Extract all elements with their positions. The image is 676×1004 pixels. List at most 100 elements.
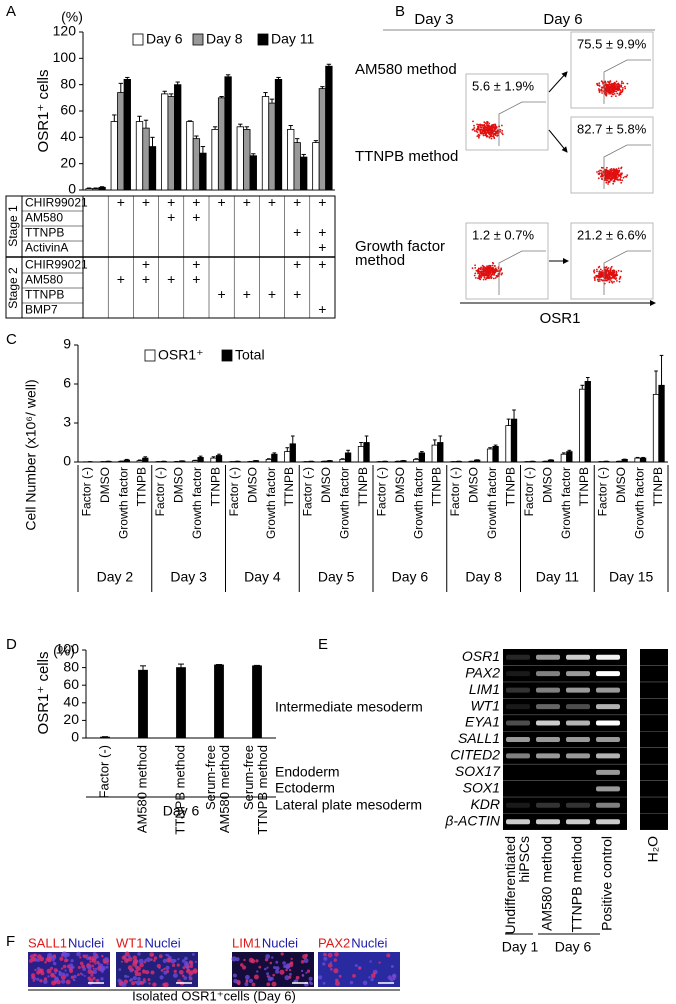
nucleus: [70, 959, 74, 963]
cell-event: [609, 168, 612, 171]
error-bar: [359, 442, 363, 447]
cell-event: [472, 128, 475, 131]
cell-event: [486, 135, 489, 137]
cell-event: [624, 85, 626, 88]
cell-event: [606, 171, 608, 174]
nucleus: [280, 952, 284, 956]
nucleus: [290, 957, 293, 961]
cell-event: [477, 129, 480, 131]
gel-band: [506, 671, 530, 677]
gel-band: [566, 671, 590, 677]
cell-event: [478, 136, 480, 139]
lane-label: AM580 method: [539, 836, 555, 931]
cell-event: [607, 270, 610, 273]
bar: [191, 460, 199, 463]
error-bar: [641, 456, 645, 459]
cell-event: [600, 278, 603, 281]
nucleus: [73, 979, 76, 982]
gel-band: [506, 802, 530, 808]
panel-letter: D: [6, 636, 17, 653]
cell-event: [473, 127, 476, 129]
x-tick-label: Factor (-): [301, 467, 315, 516]
nucleus: [242, 965, 247, 970]
nucleus: [132, 976, 137, 981]
cell-event: [492, 125, 495, 128]
error-bar: [562, 452, 566, 455]
stain-label: LIM1: [232, 935, 261, 950]
cell-event: [482, 266, 485, 269]
nucleus: [59, 956, 64, 961]
cell-event: [607, 91, 609, 93]
cell-event: [485, 126, 488, 129]
x-tick-label: Growth factor: [190, 467, 204, 539]
nucleus: [327, 952, 333, 958]
bar: [474, 459, 481, 463]
gel-band: [536, 720, 560, 726]
cell-event: [596, 278, 599, 281]
gate-percentage: 1.2 ± 0.7%: [472, 227, 535, 242]
cell-event: [477, 133, 480, 136]
nucleus: [245, 980, 249, 983]
gel-band: [596, 819, 620, 825]
stain-label: PAX2: [318, 935, 350, 950]
nucleus: [130, 978, 134, 981]
nucleus: [145, 970, 150, 975]
bar: [634, 457, 641, 463]
cell-event: [493, 123, 495, 126]
x-tick-label: Factor (-): [374, 467, 388, 516]
gel-band: [506, 819, 530, 825]
nucleus: [61, 972, 66, 976]
lane-label: TTNPB method: [569, 836, 585, 932]
error-bar: [125, 76, 130, 80]
nucleus: [300, 969, 304, 973]
nucleus: [233, 978, 238, 984]
row-label: BMP7: [25, 303, 58, 317]
cell-event: [477, 267, 480, 270]
plot-frame: [570, 31, 654, 109]
nucleus: [127, 957, 133, 962]
cell-event: [501, 133, 504, 136]
marker-group: Endoderm: [275, 764, 340, 780]
nucleus: [82, 954, 86, 958]
cell-event: [481, 273, 484, 275]
nucleus: [92, 976, 96, 981]
day-label: Day 6: [555, 939, 592, 955]
bar: [199, 152, 207, 191]
error-bar: [211, 456, 216, 459]
group-label: Day 6: [163, 803, 200, 819]
gel-band: [596, 704, 620, 710]
nucleus: [61, 979, 66, 984]
error-bar: [194, 135, 199, 139]
nucleus: [99, 966, 105, 973]
nucleus: [91, 964, 94, 968]
y-tick-label: 0: [63, 453, 71, 469]
nucleus: [352, 974, 356, 978]
nucleus: [46, 968, 52, 974]
cell-event: [611, 272, 614, 275]
cell-event: [598, 272, 600, 275]
bar: [176, 667, 186, 739]
bar: [560, 453, 567, 463]
table-cell: +: [243, 194, 251, 210]
nucleus: [142, 969, 146, 974]
nucleus: [88, 956, 93, 961]
stage-label: Stage 2: [6, 267, 20, 309]
nucleus: [121, 982, 127, 988]
bar: [492, 445, 499, 463]
cell-event: [610, 169, 613, 172]
cell-event: [487, 271, 490, 274]
nucleus: [79, 972, 83, 975]
x-tick-label: DMSO: [98, 467, 112, 503]
gel-band: [536, 654, 560, 660]
error-bar: [659, 354, 664, 386]
nucleus: [54, 971, 57, 975]
cell-event: [597, 276, 600, 279]
y-axis-unit: (%): [61, 9, 83, 25]
cell-event: [609, 268, 612, 271]
plot-frame: [465, 222, 549, 300]
bar: [243, 129, 251, 191]
x-tick-label: Factor (-): [79, 467, 93, 516]
x-tick-label: DMSO: [319, 467, 333, 503]
cell-event: [613, 178, 616, 181]
nucleus: [40, 971, 45, 976]
